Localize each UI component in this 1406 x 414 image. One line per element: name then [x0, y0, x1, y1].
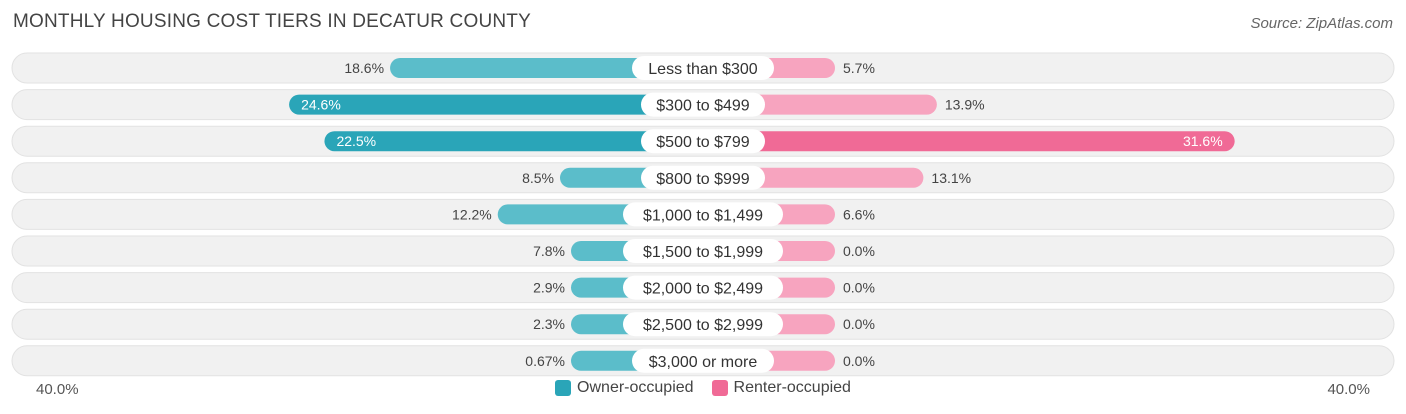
owner-value-label: 18.6%: [344, 60, 384, 76]
category-label: $800 to $999: [656, 171, 750, 188]
category-pill: [623, 275, 783, 300]
owner-bar: [324, 131, 703, 152]
renter-value-label: 13.1%: [931, 170, 971, 186]
owner-value-label: 24.6%: [301, 97, 341, 113]
owner-value-label: 7.8%: [533, 243, 565, 259]
renter-value-label: 0.0%: [843, 353, 875, 369]
owner-value-label: 12.2%: [452, 206, 492, 222]
owner-value-label: 8.5%: [522, 170, 554, 186]
owner-bar: [289, 94, 703, 115]
legend-renter: Renter-occupied: [711, 379, 851, 397]
category-label: $2,000 to $2,499: [643, 281, 763, 298]
category-label: $500 to $799: [656, 134, 750, 151]
category-label: $3,000 or more: [649, 354, 758, 371]
owner-value-label: 2.3%: [533, 316, 565, 332]
category-label: $1,500 to $1,999: [643, 244, 763, 261]
category-label: $2,500 to $2,999: [643, 317, 763, 334]
renter-value-label: 13.9%: [945, 97, 985, 113]
owner-value-label: 0.67%: [525, 353, 565, 369]
renter-value-label: 0.0%: [843, 316, 875, 332]
owner-value-label: 22.5%: [336, 133, 376, 149]
category-pill: [641, 165, 765, 190]
owner-value-label: 2.9%: [533, 280, 565, 296]
category-pill: [623, 239, 783, 263]
renter-value-label: 0.0%: [843, 280, 875, 296]
category-label: $300 to $499: [656, 98, 750, 115]
owner-bar: [390, 58, 703, 78]
legend-renter-label: Renter-occupied: [733, 379, 851, 396]
legend-owner-label: Owner-occupied: [577, 379, 694, 396]
chart-source: Source: ZipAtlas.com: [1250, 15, 1393, 32]
renter-bar: [703, 131, 1235, 152]
renter-value-label: 5.7%: [843, 60, 875, 76]
legend-owner: Owner-occupied: [555, 379, 694, 397]
category-label: $1,000 to $1,499: [643, 207, 763, 224]
category-pill: [623, 202, 783, 227]
legend-renter-swatch: [711, 380, 728, 396]
axis-left-label: 40.0%: [36, 381, 79, 398]
legend-owner-swatch: [555, 380, 572, 396]
chart-title: MONTHLY HOUSING COST TIERS IN DECATUR CO…: [13, 11, 531, 32]
category-pill: [632, 56, 774, 80]
renter-value-label: 0.0%: [843, 243, 875, 259]
category-label: Less than $300: [648, 61, 758, 78]
axis-right-label: 40.0%: [1327, 381, 1370, 398]
renter-value-label: 6.6%: [843, 206, 875, 222]
renter-value-label: 31.6%: [1183, 133, 1223, 149]
category-pill: [641, 92, 765, 117]
legend: Owner-occupied Renter-occupied: [0, 379, 1406, 397]
category-pill: [623, 312, 783, 337]
category-pill: [641, 129, 765, 154]
category-pill: [632, 348, 774, 373]
